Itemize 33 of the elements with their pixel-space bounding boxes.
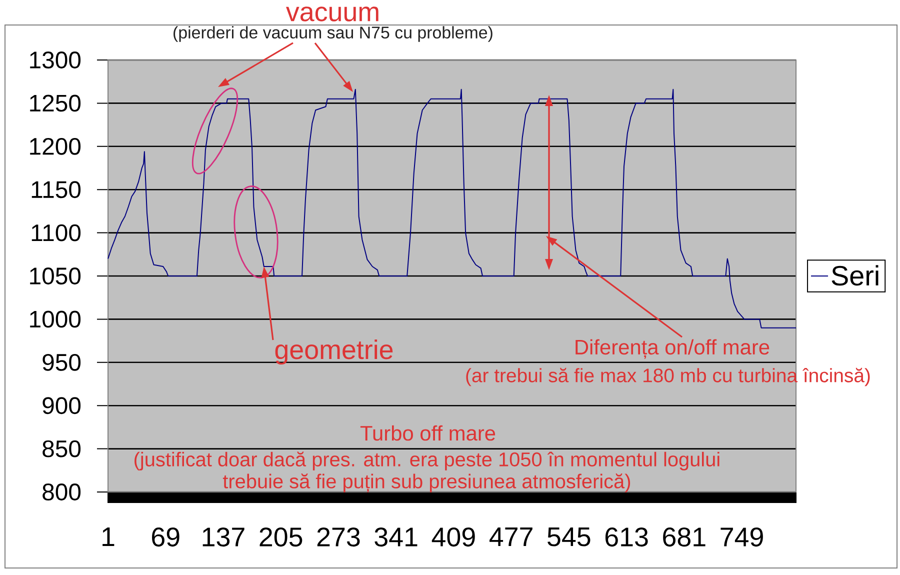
y-tick-label: 1050	[30, 268, 81, 284]
y-tick-label: 800	[42, 484, 81, 500]
annotation: Diferența on/off mare	[576, 339, 770, 359]
x-tick-label: 409	[432, 528, 475, 547]
y-tick-label: 1100	[32, 224, 81, 242]
x-tick-label: 545	[548, 528, 590, 546]
legend-label: Seri	[832, 265, 878, 286]
annotation: (justificat doar dacă pres. atm. era peste 1050 în momentul logului	[134, 452, 720, 470]
text: (pierderi de vacuum sau N75 cu probleme)	[174, 26, 492, 42]
y-tick-label: 1200	[30, 138, 81, 155]
x-tick-label: 205	[260, 528, 302, 547]
x-tick-label: 477	[490, 528, 532, 546]
x-tick-label: 137	[202, 528, 244, 547]
x-tick-label: 749	[720, 528, 763, 547]
text: vacuum	[286, 6, 378, 22]
y-tick-label: 900	[42, 397, 81, 414]
x-tick-label: 273	[317, 528, 360, 547]
y-tick-label: 1000	[30, 310, 81, 328]
y-tick-label: 1150	[32, 181, 81, 198]
annotation: (ar trebui să fie max 180 mb cu turbina încinsă)	[466, 368, 870, 386]
annotation: trebuie să fie puțin sub presiunea atmosferică)	[222, 474, 630, 492]
y-tick-label: 850	[42, 440, 81, 458]
y-tick-label: 1250	[30, 94, 81, 112]
x-tick-label: 341	[374, 528, 418, 547]
y-tick-label: 1300	[30, 52, 81, 68]
x-tick-label: 69	[152, 528, 180, 547]
annotation: geometrie	[275, 339, 393, 365]
line-series	[108, 88, 797, 328]
y-tick-label: 950	[42, 354, 81, 371]
x-tick-label: 613	[605, 528, 648, 547]
x-tick-label: 1	[102, 528, 114, 546]
annotation: Turbo off mare	[360, 425, 496, 441]
x-tick-label: 681	[663, 528, 706, 547]
